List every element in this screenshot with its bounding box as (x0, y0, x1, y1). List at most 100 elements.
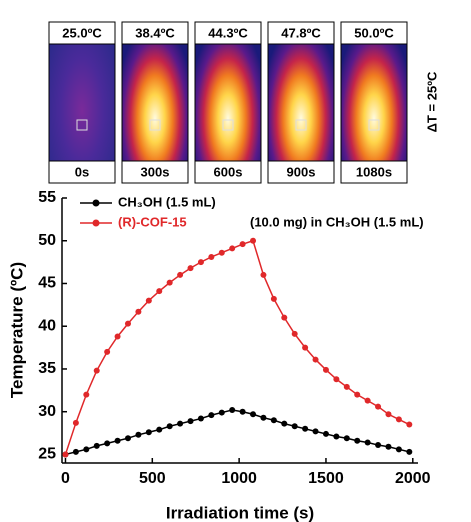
data-point (187, 265, 194, 272)
data-point (187, 418, 194, 425)
data-point (270, 295, 277, 302)
label-box (267, 21, 335, 45)
x-tick-label: 0 (61, 470, 70, 487)
crosshair (222, 119, 234, 131)
thermal-image (267, 21, 335, 184)
data-point (375, 403, 382, 410)
data-point (354, 437, 361, 444)
data-point (114, 437, 121, 444)
data-point (135, 308, 142, 315)
annotation: (10.0 mg) in CH₃OH (1.5 mL) (250, 214, 424, 229)
thermal-image (121, 21, 189, 184)
x-tick-label: 500 (139, 470, 166, 487)
data-point (124, 435, 131, 442)
data-point (406, 421, 413, 428)
legend-marker (92, 219, 100, 227)
label-box (340, 160, 408, 184)
series-line (65, 409, 410, 456)
crosshair (368, 119, 380, 131)
data-point (72, 419, 79, 426)
time-label: 1080s (356, 164, 392, 179)
data-point (375, 442, 382, 449)
data-point (364, 397, 371, 404)
x-tick-label: 1500 (308, 470, 344, 487)
temperature-label: 38.4ºC (135, 25, 175, 40)
data-point (177, 420, 184, 427)
data-point (322, 366, 329, 373)
label-box (121, 160, 189, 184)
data-point (343, 435, 350, 442)
data-point (104, 440, 111, 447)
series-line (64, 239, 410, 455)
data-point (395, 446, 402, 453)
time-label: 600s (214, 164, 243, 179)
data-point (291, 423, 298, 430)
label-box (48, 21, 116, 45)
label-box (121, 21, 189, 45)
crosshair (149, 119, 161, 131)
data-point (177, 271, 184, 278)
data-point (145, 297, 152, 304)
x-tick-label: 1000 (221, 470, 257, 487)
data-point (93, 442, 100, 449)
data-point (197, 415, 204, 422)
temperature-label: 47.8ºC (281, 25, 321, 40)
temperature-label: 50.0ºC (354, 25, 394, 40)
data-point (281, 420, 288, 427)
data-point (333, 376, 340, 383)
y-tick-label: 35 (38, 360, 56, 377)
data-point (260, 414, 267, 421)
label-box (194, 160, 262, 184)
data-point (156, 426, 163, 433)
time-label: 300s (141, 164, 170, 179)
data-point (208, 253, 215, 260)
data-point (281, 314, 288, 321)
data-point (83, 446, 90, 453)
data-point (72, 448, 79, 455)
thermal-image (194, 21, 262, 184)
y-tick-label: 40 (38, 317, 56, 334)
data-point (302, 425, 309, 432)
data-point (312, 428, 319, 435)
crosshair (295, 119, 307, 131)
data-point (302, 344, 309, 351)
data-point (385, 411, 392, 418)
y-tick-label: 55 (38, 189, 56, 206)
y-tick-label: 50 (38, 232, 56, 249)
data-point (364, 439, 371, 446)
data-point (260, 271, 267, 278)
data-point (114, 333, 121, 340)
y-axis-label: Temperature (ºC) (7, 262, 26, 398)
legend-label: (R)-COF-15 (118, 214, 187, 229)
legend-marker (92, 199, 100, 207)
thermal-image (48, 21, 116, 184)
data-point (250, 411, 257, 418)
data-point (208, 412, 215, 419)
data-point (291, 330, 298, 337)
x-axis-label: Irradiation time (s) (166, 503, 314, 522)
data-point (197, 259, 204, 266)
data-point (218, 409, 225, 416)
data-point (229, 245, 236, 252)
time-label: 0s (75, 164, 89, 179)
data-point (312, 356, 319, 363)
delta-label: ΔT = 25ºC (424, 71, 439, 132)
data-point (333, 433, 340, 440)
thermal-image (340, 21, 408, 184)
data-point (83, 391, 90, 398)
data-point (354, 391, 361, 398)
data-point (218, 249, 225, 256)
label-box (340, 21, 408, 45)
data-point (239, 241, 246, 248)
data-point (145, 429, 152, 436)
data-point (135, 431, 142, 438)
x-tick-label: 2000 (395, 470, 431, 487)
temperature-label: 25.0ºC (62, 25, 102, 40)
data-point (166, 279, 173, 286)
label-box (267, 160, 335, 184)
data-point (166, 423, 173, 430)
legend-label: CH₃OH (1.5 mL) (118, 194, 216, 209)
data-point (406, 448, 413, 455)
temperature-label: 44.3ºC (208, 25, 248, 40)
